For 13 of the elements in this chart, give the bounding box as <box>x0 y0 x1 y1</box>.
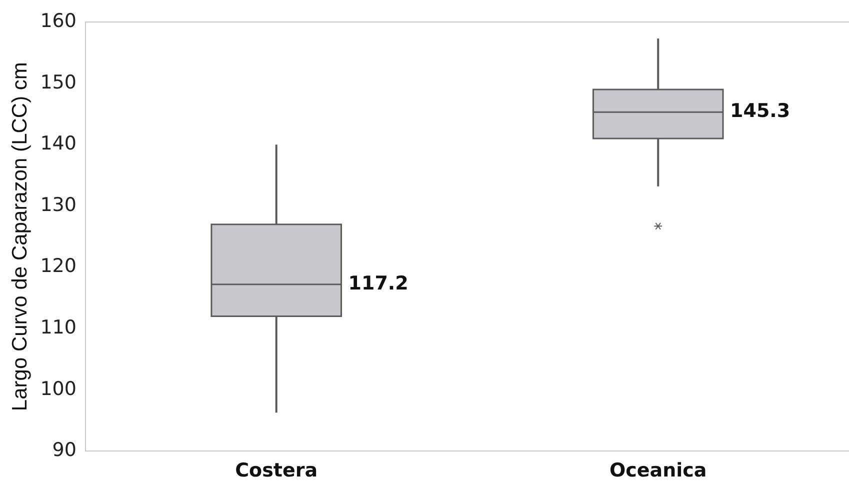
x-tick-label: Oceanica <box>609 460 707 482</box>
y-tick-label: 110 <box>40 316 76 339</box>
annotation: 145.3 <box>730 100 790 122</box>
y-tick-label: 100 <box>40 378 76 400</box>
annotation: 117.2 <box>348 272 408 294</box>
y-tick-label: 130 <box>40 194 76 216</box>
x-tick-label: Costera <box>235 460 318 482</box>
y-tick-label: 140 <box>40 132 76 155</box>
y-tick-label: 160 <box>40 10 76 32</box>
y-tick-label: 150 <box>40 71 76 94</box>
y-axis-title: Largo Curvo de Caparazon (LCC) cm <box>8 62 32 412</box>
y-tick-label: 90 <box>52 439 76 462</box>
y-tick-label: 120 <box>40 255 76 278</box>
